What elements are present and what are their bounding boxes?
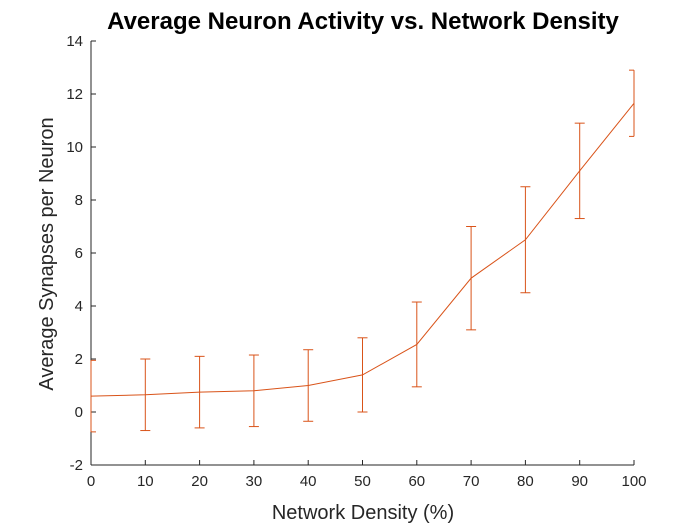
x-tick-label: 100 [621, 473, 646, 490]
x-tick-label: 20 [191, 473, 208, 490]
y-tick-label: 14 [66, 33, 83, 50]
y-tick-label: 6 [75, 245, 83, 262]
x-tick-label: 50 [354, 473, 371, 490]
x-tick-label: 10 [137, 473, 154, 490]
y-axis-label: Average Synapses per Neuron [36, 117, 58, 390]
y-tick-label: 4 [75, 298, 83, 315]
series-layer [90, 102, 635, 397]
x-tick-label: 80 [517, 473, 534, 490]
x-tick-label: 30 [246, 473, 263, 490]
y-tick-label: 0 [75, 404, 83, 421]
y-tick-label: 10 [66, 139, 83, 156]
x-tick-label: 40 [300, 473, 317, 490]
error-bars [90, 69, 635, 433]
series-line [90, 102, 635, 397]
chart-title: Average Neuron Activity vs. Network Dens… [107, 8, 619, 35]
x-tick-label: 0 [87, 473, 95, 490]
x-tick-label: 70 [463, 473, 480, 490]
y-tick-label: 8 [75, 192, 83, 209]
x-tick-label: 60 [408, 473, 425, 490]
x-tick-label: 90 [571, 473, 588, 490]
y-tick-label: 2 [75, 351, 83, 368]
error-bar [629, 69, 635, 137]
x-axis-label: Network Density (%) [272, 502, 454, 524]
y-tick-label: -2 [70, 457, 83, 474]
y-tick-label: 12 [66, 86, 83, 103]
